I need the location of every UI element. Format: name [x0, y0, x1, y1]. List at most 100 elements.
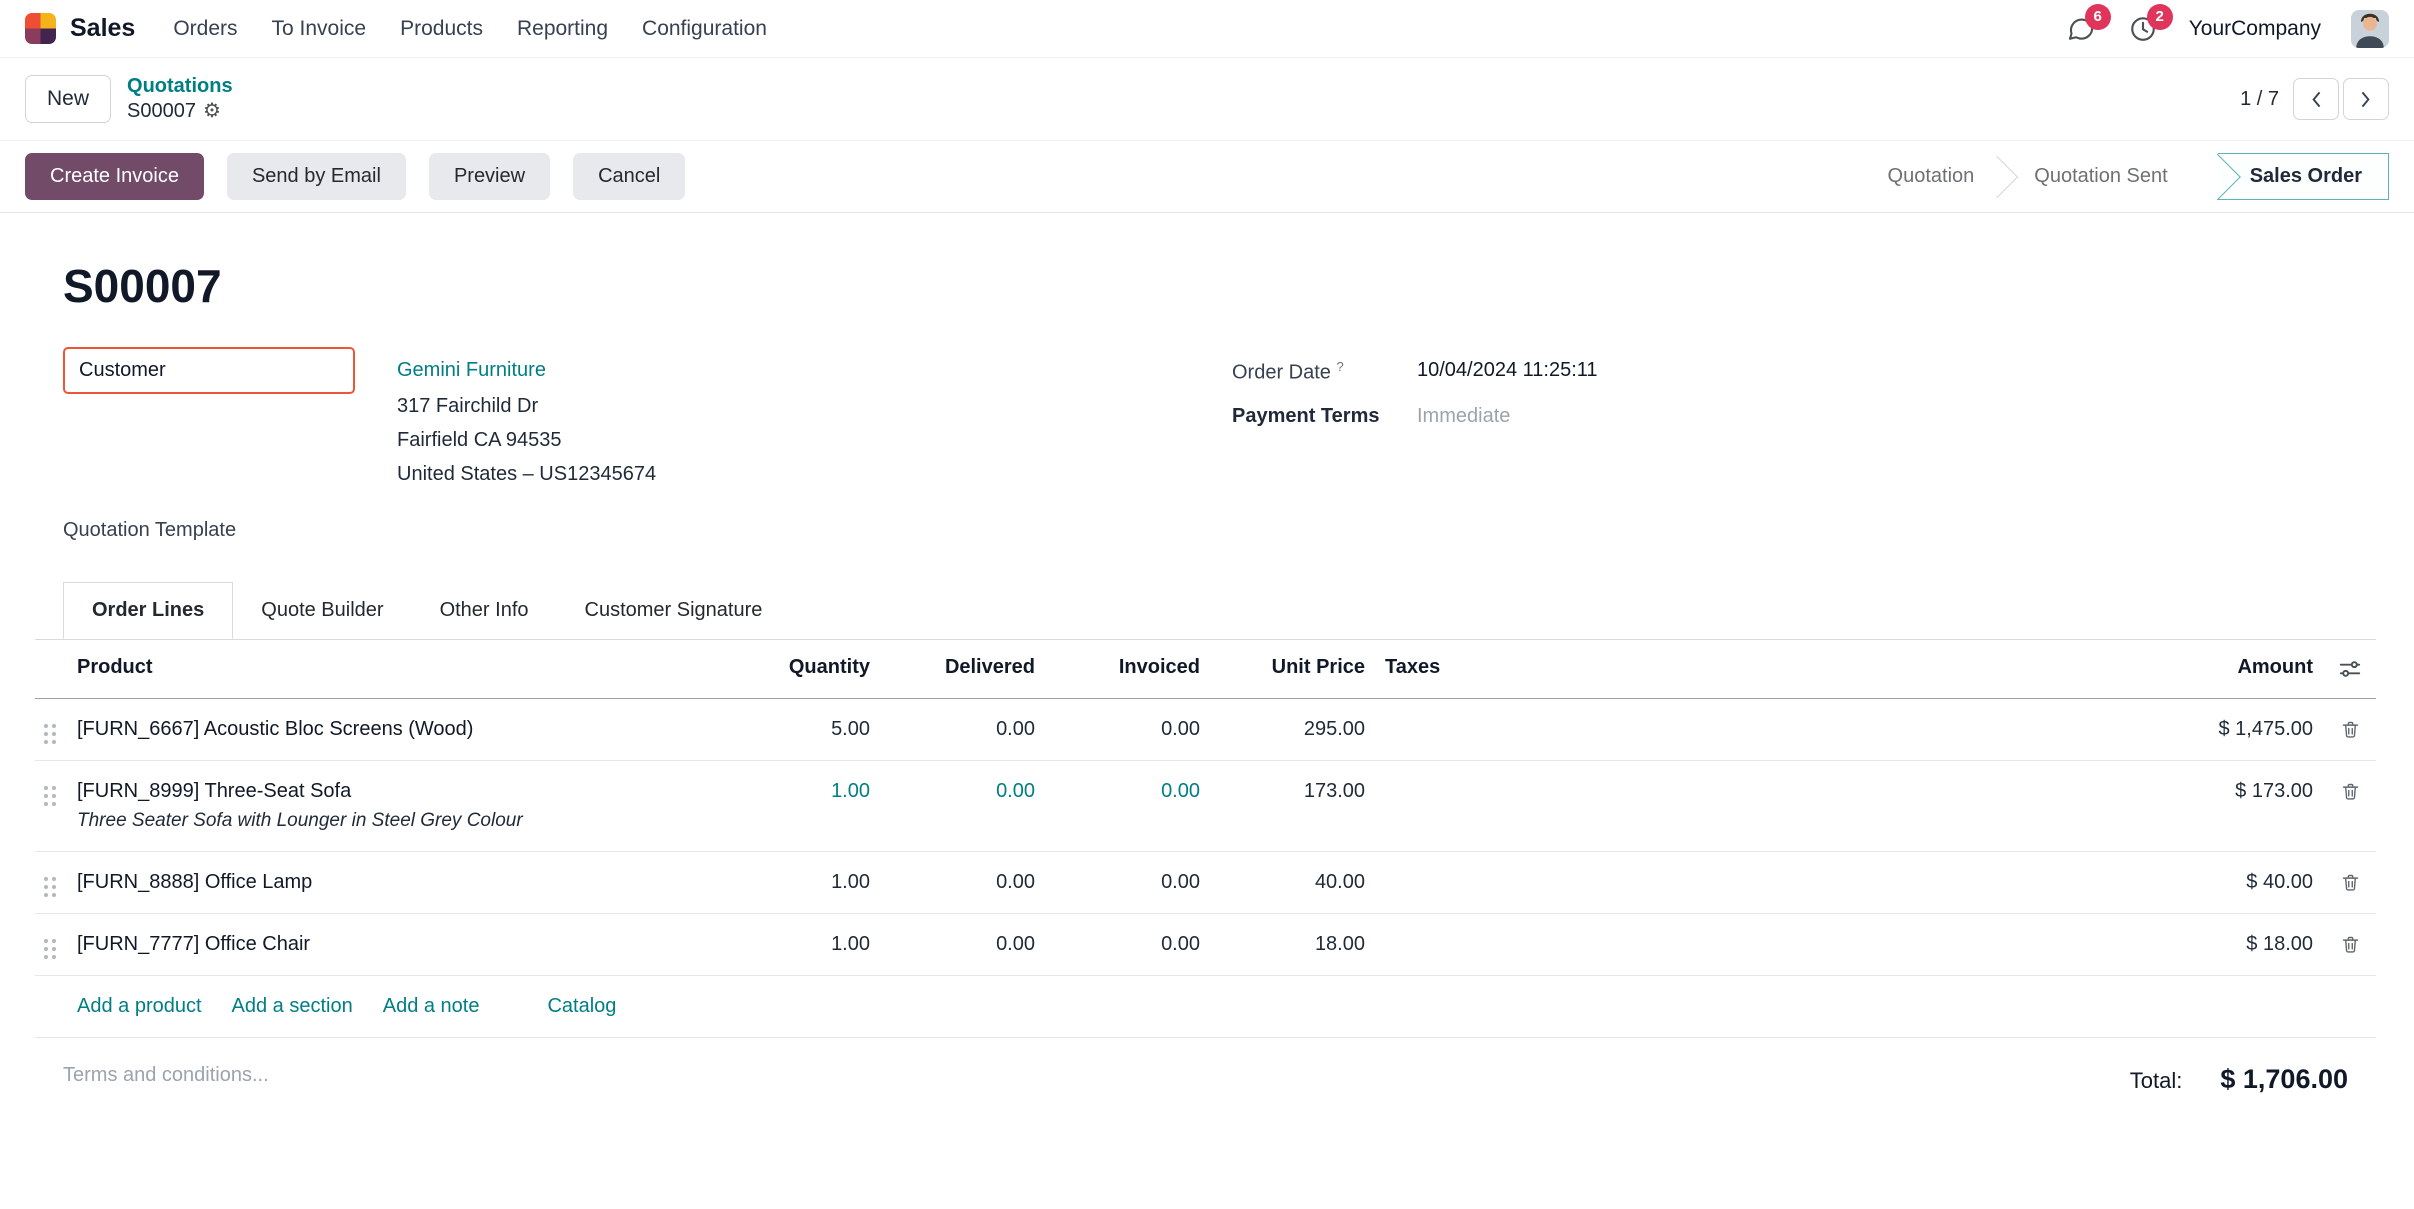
- menu-orders[interactable]: Orders: [173, 16, 238, 40]
- actions-gear-icon[interactable]: ⚙: [202, 100, 221, 122]
- main-menu: Orders To Invoice Products Reporting Con…: [173, 17, 767, 41]
- pager: 1 / 7: [2240, 78, 2389, 120]
- amount-cell[interactable]: $ 18.00: [2246, 933, 2313, 955]
- product-description: Three Seater Sofa with Lounger in Steel …: [77, 810, 523, 831]
- invoiced-cell[interactable]: 0.00: [1161, 718, 1200, 740]
- product-cell[interactable]: [FURN_6667] Acoustic Bloc Screens (Wood): [77, 718, 474, 740]
- product-cell[interactable]: [FURN_8999] Three-Seat Sofa Three Seater…: [77, 761, 705, 851]
- drag-handle[interactable]: [35, 699, 77, 760]
- pager-previous-button[interactable]: [2293, 78, 2339, 120]
- address-line: Fairfield CA 94535: [397, 429, 562, 451]
- quantity-cell[interactable]: 1.00: [831, 933, 870, 955]
- activities-button[interactable]: 2: [2127, 3, 2173, 45]
- help-mark: ?: [1336, 359, 1344, 374]
- trash-icon: [2340, 933, 2361, 956]
- status-step-quotation-sent[interactable]: Quotation Sent: [2034, 165, 2168, 187]
- col-product: Product: [77, 656, 153, 678]
- product-cell[interactable]: [FURN_8888] Office Lamp: [77, 871, 313, 893]
- terms-and-conditions-field[interactable]: Terms and conditions...: [63, 1064, 269, 1086]
- status-step-sales-order[interactable]: Sales Order: [2217, 153, 2389, 200]
- menu-reporting[interactable]: Reporting: [516, 16, 609, 40]
- delivered-cell[interactable]: 0.00: [996, 871, 1035, 893]
- drag-handle[interactable]: [35, 761, 77, 851]
- catalog-link[interactable]: Catalog: [547, 995, 617, 1017]
- product-cell[interactable]: [FURN_7777] Office Chair: [77, 933, 311, 955]
- app-name[interactable]: Sales: [70, 14, 136, 42]
- drag-handle[interactable]: [35, 914, 77, 975]
- payment-terms-value[interactable]: Immediate: [1417, 404, 1511, 427]
- order-date-value[interactable]: 10/04/2024 11:25:11: [1417, 359, 1598, 381]
- add-a-section-link[interactable]: Add a section: [231, 995, 353, 1017]
- total-block: Total: $ 1,706.00: [2130, 1064, 2348, 1095]
- customer-field[interactable]: [63, 347, 355, 394]
- status-step-quotation[interactable]: Quotation: [1887, 165, 1975, 187]
- amount-cell[interactable]: $ 40.00: [2246, 871, 2313, 893]
- unit-price-cell[interactable]: 173.00: [1303, 780, 1365, 802]
- user-avatar[interactable]: [2351, 9, 2389, 48]
- table-row: [FURN_8888] Office Lamp 1.00 0.00 0.00 4…: [35, 852, 2376, 914]
- menu-to-invoice[interactable]: To Invoice: [271, 16, 367, 40]
- send-by-email-button[interactable]: Send by Email: [226, 153, 406, 200]
- cancel-button[interactable]: Cancel: [573, 153, 686, 200]
- invoiced-cell[interactable]: 0.00: [1161, 780, 1200, 802]
- delete-row-button[interactable]: [2325, 761, 2375, 851]
- delivered-cell[interactable]: 0.00: [996, 780, 1035, 802]
- drag-handle[interactable]: [35, 852, 77, 913]
- delete-row-button[interactable]: [2325, 699, 2375, 760]
- invoiced-cell[interactable]: 0.00: [1161, 871, 1200, 893]
- add-a-product-link[interactable]: Add a product: [77, 995, 202, 1017]
- amount-cell[interactable]: $ 1,475.00: [2218, 718, 2313, 740]
- address-line: 317 Fairchild Dr: [397, 395, 539, 417]
- breadcrumb: Quotations S00007 ⚙: [127, 74, 233, 124]
- col-amount: Amount: [2237, 656, 2313, 678]
- quantity-cell[interactable]: 1.00: [831, 780, 870, 802]
- partner-name-link[interactable]: Gemini Furniture: [397, 359, 546, 381]
- tab-other-info[interactable]: Other Info: [439, 599, 529, 621]
- apps-grid-icon[interactable]: [25, 13, 56, 44]
- quantity-cell[interactable]: 5.00: [831, 718, 870, 740]
- tab-customer-signature[interactable]: Customer Signature: [584, 599, 763, 621]
- taxes-cell[interactable]: [1365, 852, 2115, 913]
- quantity-cell[interactable]: 1.00: [831, 871, 870, 893]
- total-value: $ 1,706.00: [2220, 1064, 2348, 1094]
- form-sheet: S00007 Gemini Furniture 317 Fairchild Dr…: [0, 213, 2414, 1095]
- menu-products[interactable]: Products: [400, 16, 483, 40]
- pager-count[interactable]: 1 / 7: [2240, 87, 2279, 110]
- invoiced-cell[interactable]: 0.00: [1161, 933, 1200, 955]
- order-date-label: Order Date ?: [1232, 359, 1344, 384]
- optional-columns-button[interactable]: [2325, 640, 2375, 698]
- table-row: [FURN_7777] Office Chair 1.00 0.00 0.00 …: [35, 914, 2376, 976]
- unit-price-cell[interactable]: 40.00: [1314, 871, 1365, 893]
- breadcrumb-quotations-link[interactable]: Quotations: [127, 75, 233, 97]
- delivered-cell[interactable]: 0.00: [996, 718, 1035, 740]
- unit-price-cell[interactable]: 18.00: [1314, 933, 1365, 955]
- amount-cell[interactable]: $ 173.00: [2235, 780, 2313, 802]
- partner-address-block: Gemini Furniture 317 Fairchild Dr Fairfi…: [397, 347, 656, 491]
- chevron-right-icon: [2360, 90, 2372, 109]
- tab-quote-builder[interactable]: Quote Builder: [261, 599, 384, 621]
- col-delivered: Delivered: [944, 656, 1035, 678]
- company-switcher[interactable]: YourCompany: [2188, 16, 2321, 40]
- new-button[interactable]: New: [25, 75, 112, 123]
- menu-configuration[interactable]: Configuration: [642, 16, 767, 40]
- pager-next-button[interactable]: [2343, 78, 2389, 120]
- drag-dots-icon: [44, 724, 48, 728]
- unit-price-cell[interactable]: 295.00: [1303, 718, 1365, 740]
- taxes-cell[interactable]: [1365, 761, 2115, 851]
- messages-button[interactable]: 6: [2065, 3, 2111, 45]
- quotation-template-label: Quotation Template: [63, 519, 237, 541]
- delivered-cell[interactable]: 0.00: [996, 933, 1035, 955]
- notebook-tabs: Order Lines Quote Builder Other Info Cus…: [35, 582, 2376, 640]
- taxes-cell[interactable]: [1365, 699, 2115, 760]
- chevron-left-icon: [2310, 90, 2322, 109]
- delete-row-button[interactable]: [2325, 914, 2375, 975]
- trash-icon: [2340, 718, 2361, 741]
- table-row: [FURN_6667] Acoustic Bloc Screens (Wood)…: [35, 699, 2376, 761]
- tab-order-lines[interactable]: Order Lines: [63, 582, 234, 639]
- add-a-note-link[interactable]: Add a note: [382, 995, 480, 1017]
- create-invoice-button[interactable]: Create Invoice: [25, 153, 204, 200]
- sliders-icon: [2337, 656, 2363, 682]
- delete-row-button[interactable]: [2325, 852, 2375, 913]
- preview-button[interactable]: Preview: [428, 153, 551, 200]
- taxes-cell[interactable]: [1365, 914, 2115, 975]
